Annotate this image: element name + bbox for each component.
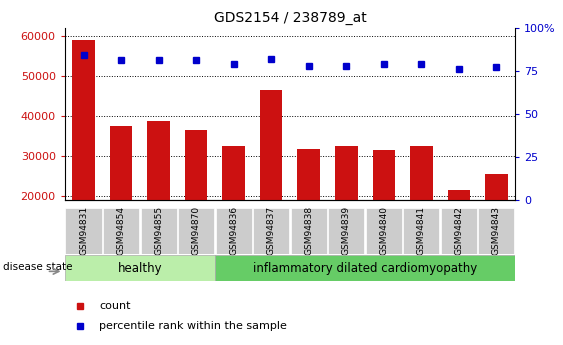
Bar — [260, 90, 283, 276]
Text: GSM94841: GSM94841 — [417, 206, 426, 255]
Text: GSM94837: GSM94837 — [267, 206, 276, 255]
Text: count: count — [100, 301, 131, 311]
Bar — [253, 208, 289, 254]
Text: percentile rank within the sample: percentile rank within the sample — [100, 321, 287, 331]
Bar — [185, 130, 207, 276]
Bar — [148, 121, 170, 276]
Text: GSM94840: GSM94840 — [379, 206, 388, 255]
Text: GSM94854: GSM94854 — [117, 206, 126, 255]
Bar — [110, 126, 132, 276]
Bar — [328, 208, 364, 254]
Bar — [65, 208, 101, 254]
Bar — [485, 174, 508, 276]
Text: GSM94839: GSM94839 — [342, 206, 351, 255]
Text: GSM94855: GSM94855 — [154, 206, 163, 255]
Bar — [373, 150, 395, 276]
Bar — [448, 190, 470, 276]
Text: disease state: disease state — [3, 262, 73, 272]
Bar — [178, 208, 214, 254]
Bar — [297, 149, 320, 276]
Text: healthy: healthy — [118, 262, 162, 275]
Title: GDS2154 / 238789_at: GDS2154 / 238789_at — [213, 11, 367, 25]
Text: GSM94843: GSM94843 — [492, 206, 501, 255]
Bar — [103, 208, 139, 254]
Text: inflammatory dilated cardiomyopathy: inflammatory dilated cardiomyopathy — [253, 262, 477, 275]
Bar — [335, 146, 358, 276]
Bar — [410, 146, 432, 276]
Bar — [141, 208, 177, 254]
Text: GSM94870: GSM94870 — [191, 206, 200, 255]
Text: GSM94842: GSM94842 — [454, 206, 463, 255]
Bar — [72, 40, 95, 276]
Bar — [441, 208, 477, 254]
Bar — [215, 255, 515, 281]
Bar — [222, 146, 245, 276]
Bar — [366, 208, 402, 254]
Text: GSM94831: GSM94831 — [79, 206, 88, 255]
Bar — [65, 255, 215, 281]
Bar — [403, 208, 439, 254]
Bar — [216, 208, 252, 254]
Bar — [291, 208, 327, 254]
Bar — [479, 208, 515, 254]
Text: GSM94838: GSM94838 — [304, 206, 313, 255]
Text: GSM94836: GSM94836 — [229, 206, 238, 255]
